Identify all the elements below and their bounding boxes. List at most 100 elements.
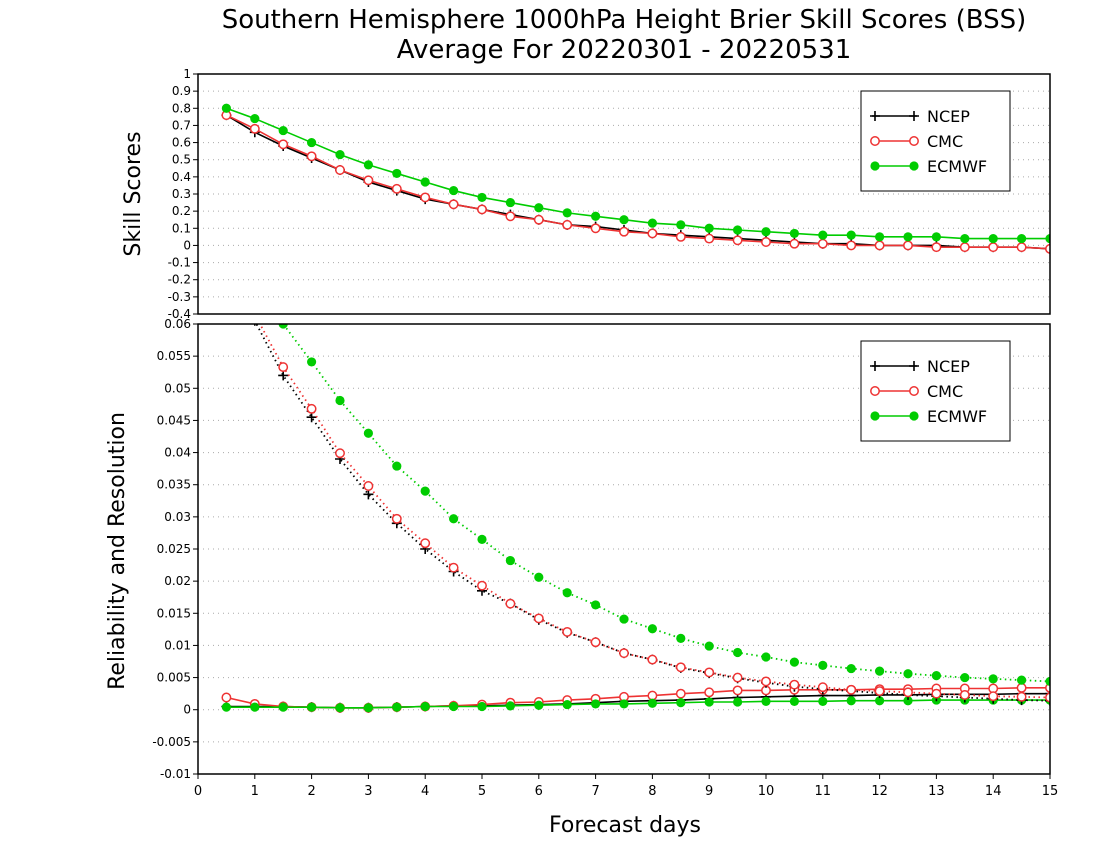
data-point-ecmwf xyxy=(307,357,317,367)
data-point-cmc xyxy=(363,481,374,491)
y-tick-label: 0.3 xyxy=(172,187,191,201)
y-tick-label: 0.015 xyxy=(157,606,191,620)
x-tick-label: 15 xyxy=(1042,784,1059,799)
x-tick-label: 8 xyxy=(648,784,656,799)
data-point-cmc xyxy=(533,613,544,624)
data-point-ncep xyxy=(306,412,317,423)
top-y-axis-label: Skill Scores xyxy=(121,131,146,256)
data-point-ecmwf xyxy=(591,600,601,610)
bottom-y-axis-label: Reliability and Resolution xyxy=(105,412,130,690)
data-point-ecmwf xyxy=(619,215,629,225)
data-point-ecmwf xyxy=(363,160,373,170)
data-point-cmc xyxy=(477,204,487,215)
data-point-ecmwf xyxy=(903,669,913,679)
data-point-ecmwf xyxy=(562,699,572,710)
data-point-cmc xyxy=(647,228,658,239)
x-tick-label: 7 xyxy=(591,784,599,799)
data-point-ecmwf xyxy=(278,702,288,712)
legend-label: ECMWF xyxy=(927,407,987,426)
data-point-cmc xyxy=(1016,242,1027,253)
data-point-ecmwf xyxy=(647,218,658,228)
data-point-ecmwf xyxy=(420,486,430,496)
x-tick-label: 10 xyxy=(758,784,775,799)
data-point-ecmwf xyxy=(818,696,828,706)
data-point-ecmwf xyxy=(392,702,402,712)
legend: NCEP CMC ECMWF xyxy=(860,90,1011,192)
legend-marker xyxy=(870,411,880,421)
data-point-ecmwf xyxy=(534,700,544,710)
legend-marker xyxy=(909,136,919,146)
data-point-ecmwf xyxy=(733,647,743,658)
data-point-cmc xyxy=(420,538,431,549)
data-point-ecmwf xyxy=(761,227,771,237)
data-point-cmc xyxy=(647,654,658,665)
data-point-cmc xyxy=(874,240,885,251)
data-point-ecmwf xyxy=(562,208,572,218)
data-point-cmc xyxy=(903,687,913,698)
legend-marker xyxy=(909,386,919,396)
y-tick-label: 0.7 xyxy=(172,118,191,132)
data-point-ecmwf xyxy=(591,211,601,221)
legend-label: ECMWF xyxy=(927,157,987,176)
data-point-cmc xyxy=(732,672,743,683)
data-point-cmc xyxy=(704,667,715,678)
data-point-cmc xyxy=(391,183,402,194)
data-point-cmc xyxy=(874,686,885,697)
data-point-ecmwf xyxy=(846,230,856,240)
data-point-ecmwf xyxy=(449,514,459,524)
y-tick-label: 0.4 xyxy=(172,170,191,184)
data-point-ecmwf xyxy=(988,674,998,684)
y-tick-label: 0.04 xyxy=(164,446,191,460)
data-point-ecmwf xyxy=(505,701,515,711)
data-point-ecmwf xyxy=(591,699,601,709)
data-point-ecmwf xyxy=(676,698,686,708)
data-point-ncep xyxy=(278,370,289,381)
chart-subtitle: Average For 20220301 - 20220531 xyxy=(397,35,852,65)
x-tick-label: 14 xyxy=(985,784,1002,799)
data-point-ecmwf xyxy=(221,103,231,113)
legend-marker xyxy=(909,161,919,171)
data-point-ecmwf xyxy=(278,125,288,136)
data-point-cmc xyxy=(562,626,573,637)
data-point-cmc xyxy=(619,648,629,659)
data-point-ecmwf xyxy=(278,324,288,329)
data-point-ecmwf xyxy=(562,588,572,598)
y-tick-label: -0.4 xyxy=(168,307,191,321)
data-point-ecmwf xyxy=(761,652,771,662)
data-point-cmc xyxy=(732,235,743,246)
data-point-ecmwf xyxy=(789,228,800,239)
legend-label: CMC xyxy=(927,132,963,151)
x-tick-label: 1 xyxy=(251,784,259,799)
y-tick-label: 0.2 xyxy=(172,204,191,218)
x-tick-label: 3 xyxy=(364,784,372,799)
data-point-ecmwf xyxy=(988,233,998,244)
y-tick-label: 0.9 xyxy=(172,84,191,98)
data-point-ecmwf xyxy=(704,697,714,707)
data-point-cmc xyxy=(789,679,800,690)
data-point-ecmwf xyxy=(420,177,430,187)
data-point-ecmwf xyxy=(619,699,629,709)
data-point-ecmwf xyxy=(733,225,743,235)
data-point-cmc xyxy=(761,676,771,687)
x-tick-label: 5 xyxy=(478,784,486,799)
data-point-ecmwf xyxy=(250,702,260,712)
legend-label: NCEP xyxy=(927,107,970,126)
data-point-ecmwf xyxy=(477,701,487,712)
top-panel: 1 0.9 0.8 0.7 0.6 0.5 0.4 0.3 0.2 0.1 0 -0.1 -0.2 -0.… xyxy=(168,67,1051,321)
data-point-ecmwf xyxy=(875,696,885,706)
data-point-cmc xyxy=(959,242,970,253)
y-tick-label: 0.005 xyxy=(157,671,191,685)
data-point-ecmwf xyxy=(875,666,885,676)
data-point-cmc xyxy=(931,688,942,699)
data-point-cmc xyxy=(420,192,431,203)
plot-frame xyxy=(197,73,1051,315)
data-point-cmc xyxy=(675,688,686,699)
legend-box xyxy=(860,340,1011,442)
data-point-cmc xyxy=(590,223,601,234)
data-point-cmc xyxy=(391,513,402,524)
data-point-ecmwf xyxy=(363,703,373,713)
y-tick-label: 0.025 xyxy=(157,542,191,556)
y-tick-label: 0.01 xyxy=(164,638,191,652)
series-line-ecmwf xyxy=(226,107,1050,240)
y-tick-label: -0.1 xyxy=(168,256,191,270)
